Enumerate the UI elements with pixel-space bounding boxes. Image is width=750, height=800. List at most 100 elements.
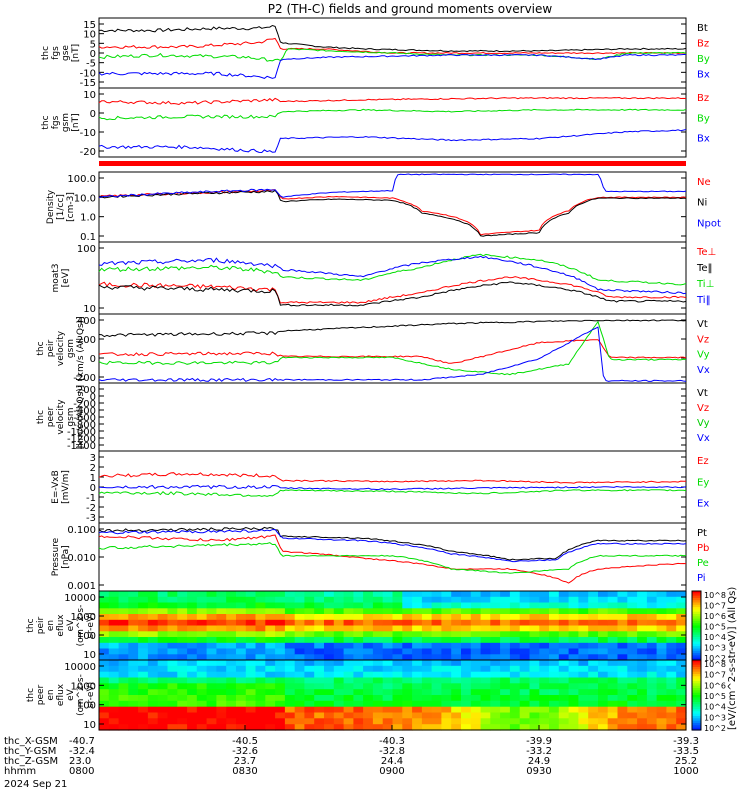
x-axis-date: 2024 Sep 21 [4, 779, 67, 790]
heatmap-cell [519, 706, 531, 714]
heatmap-cell [108, 660, 120, 667]
heatmap-cell [324, 648, 335, 655]
heatmap-cell [412, 665, 423, 673]
heatmap-cell [646, 660, 658, 667]
heatmap-cell [255, 712, 266, 719]
heatmap-cell [529, 614, 540, 621]
heatmap-cell [519, 642, 531, 650]
y-tick-label: 0 [90, 483, 96, 494]
y-label-line: (cm^2-s- [76, 605, 86, 647]
heatmap-cell [480, 677, 491, 684]
heatmap-cell [255, 642, 266, 650]
heatmap-cell [157, 625, 169, 632]
heatmap-cell [617, 654, 628, 661]
heatmap-cell [196, 637, 208, 644]
heatmap-cell [451, 689, 462, 696]
heatmap-cell [363, 718, 374, 725]
heatmap-cell [549, 660, 560, 667]
legend-item: Vx [697, 433, 710, 444]
heatmap-cell [226, 614, 237, 621]
heatmap-cell [108, 695, 120, 702]
heatmap-cell [118, 631, 129, 638]
heatmap-cell [382, 654, 394, 661]
y-tick-label: 0 [90, 109, 96, 120]
heatmap-cell [167, 619, 178, 627]
heatmap-cell [236, 695, 247, 702]
heatmap-cell [128, 718, 139, 725]
x-row-value: 0930 [526, 766, 551, 777]
heatmap-cell [187, 625, 198, 632]
colorbar-swatch [692, 667, 701, 670]
heatmap-cell [578, 718, 589, 725]
heatmap-cell [128, 660, 139, 667]
heatmap-cell [284, 614, 296, 621]
heatmap-cell [167, 631, 178, 638]
heatmap-cell [627, 683, 638, 690]
heatmap-cell [617, 608, 628, 615]
heatmap-cell [392, 660, 403, 667]
heatmap-cell [539, 689, 550, 696]
heatmap-cell [304, 724, 315, 731]
heatmap-cell [363, 712, 374, 719]
heatmap-cell [656, 642, 667, 650]
x-row-label: thc_Z-GSM [4, 756, 58, 767]
heatmap-cell [509, 660, 521, 667]
heatmap-cell [646, 608, 658, 615]
colorbar-swatch [692, 690, 701, 694]
heatmap-cell [275, 706, 286, 714]
heatmap-cell [372, 614, 384, 621]
heatmap-cell [558, 665, 570, 673]
heatmap-cell [265, 660, 276, 667]
heatmap-cell [314, 596, 325, 604]
heatmap-cell [372, 724, 384, 731]
heatmap-cell [598, 631, 609, 638]
heatmap-cell [284, 631, 296, 638]
heatmap-cell [558, 614, 570, 621]
heatmap-cell [284, 602, 296, 609]
heatmap-cell [588, 591, 599, 598]
heatmap-cell [275, 596, 286, 604]
heatmap-cell [480, 602, 491, 609]
heatmap-cell [372, 602, 384, 609]
heatmap-cell [568, 608, 579, 615]
heatmap-cell [187, 706, 198, 714]
heatmap-cell [226, 637, 237, 644]
colorbar-swatch [692, 688, 701, 691]
heatmap-cell [157, 712, 169, 719]
heatmap-cell [157, 619, 169, 627]
heatmap-cell [157, 631, 169, 638]
heatmap-cell [343, 619, 354, 627]
heatmap-cell [402, 654, 413, 661]
heatmap-cell [147, 665, 159, 673]
heatmap-cell [324, 712, 335, 719]
heatmap-cell [167, 591, 178, 598]
heatmap-cell [206, 700, 217, 708]
heatmap-cell [480, 695, 491, 702]
heatmap-cell [539, 695, 550, 702]
heatmap-cell [529, 671, 540, 679]
heatmap-cell [206, 642, 217, 650]
heatmap-cell [206, 631, 217, 638]
heatmap-cell [412, 677, 423, 684]
heatmap-cell [333, 677, 345, 684]
heatmap-cell [333, 625, 345, 632]
heatmap-cell [500, 724, 511, 731]
heatmap-cell [147, 642, 159, 650]
heatmap-cell [294, 619, 306, 627]
heatmap-cell [549, 596, 560, 604]
y-tick-label: 1.0 [80, 213, 96, 224]
heatmap-cell [412, 724, 423, 731]
heatmap-cell [421, 642, 433, 650]
heatmap-cell [441, 631, 452, 638]
heatmap-cell [627, 625, 638, 632]
heatmap-cell [108, 637, 120, 644]
y-label-line: E=-VxB [51, 470, 61, 504]
colorbar-swatch [692, 614, 701, 617]
series-line-Ti⊥ [98, 253, 687, 286]
heatmap-cell [588, 712, 599, 719]
heatmap-cell [314, 695, 325, 702]
heatmap-cell [646, 591, 658, 598]
heatmap-cell [275, 677, 286, 684]
heatmap-cell [157, 671, 169, 679]
series-line-Te⊥ [98, 276, 687, 304]
